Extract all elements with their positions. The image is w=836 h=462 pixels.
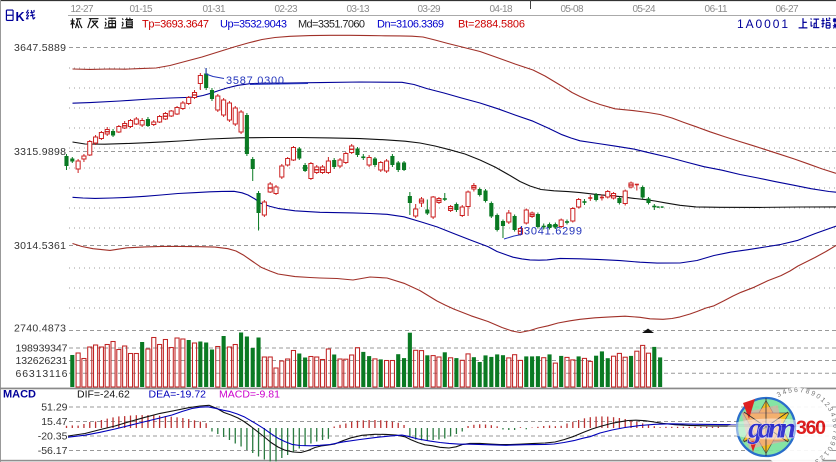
svg-text:3: 3 <box>813 457 820 462</box>
svg-text:0: 0 <box>825 445 833 452</box>
svg-text:Tp=3693.3647: Tp=3693.3647 <box>142 19 209 31</box>
svg-text:gann: gann <box>747 412 796 445</box>
svg-text:2740.4873: 2740.4873 <box>14 323 66 335</box>
svg-text:6: 6 <box>831 424 836 428</box>
svg-text:3014.5361: 3014.5361 <box>14 240 66 252</box>
svg-text:2: 2 <box>818 453 826 461</box>
svg-text:Md=3351.7060: Md=3351.7060 <box>298 19 365 31</box>
svg-text:06-27: 06-27 <box>776 4 799 15</box>
svg-text:3: 3 <box>826 406 834 413</box>
svg-text:3315.9898: 3315.9898 <box>14 146 66 158</box>
svg-text:01-31: 01-31 <box>203 4 226 15</box>
svg-text:5: 5 <box>830 418 836 423</box>
svg-text:03-29: 03-29 <box>418 4 441 15</box>
svg-text:05-24: 05-24 <box>633 4 656 15</box>
svg-text:Bt=2884.5806: Bt=2884.5806 <box>458 19 525 31</box>
svg-text:198939347: 198939347 <box>16 343 68 355</box>
svg-text:Up=3532.9043: Up=3532.9043 <box>220 19 287 31</box>
svg-text:66313116: 66313116 <box>16 368 68 380</box>
svg-text:06-11: 06-11 <box>705 4 728 15</box>
svg-text:7: 7 <box>831 430 836 435</box>
svg-text:2: 2 <box>823 401 831 409</box>
svg-text:MACD=-9.81: MACD=-9.81 <box>219 389 280 401</box>
svg-text:3647.5889: 3647.5889 <box>14 42 66 54</box>
svg-text:3587.0300: 3587.0300 <box>226 75 284 87</box>
svg-text:7: 7 <box>799 387 804 394</box>
svg-text:4: 4 <box>828 412 836 418</box>
svg-text:3: 3 <box>776 391 783 399</box>
svg-text:01-15: 01-15 <box>130 4 153 15</box>
svg-text:DEA=-19.72: DEA=-19.72 <box>149 389 207 401</box>
svg-text:1: 1 <box>822 449 830 457</box>
svg-text:05-08: 05-08 <box>561 4 584 15</box>
svg-text:9: 9 <box>828 440 836 446</box>
svg-text:DIF=-24.62: DIF=-24.62 <box>77 389 130 401</box>
svg-text:360: 360 <box>796 417 826 439</box>
svg-text:132626231: 132626231 <box>16 355 68 367</box>
svg-text:3041.6299: 3041.6299 <box>524 226 582 238</box>
svg-text:51.29: 51.29 <box>41 402 67 414</box>
svg-text:1: 1 <box>819 397 827 405</box>
svg-text:4: 4 <box>809 459 815 462</box>
svg-text:8: 8 <box>805 388 811 396</box>
svg-text:MACD: MACD <box>3 389 36 401</box>
svg-text:4: 4 <box>782 389 788 397</box>
svg-text:02-23: 02-23 <box>275 4 298 15</box>
svg-text:03-13: 03-13 <box>347 4 370 15</box>
svg-text:9: 9 <box>810 390 817 398</box>
svg-text:8: 8 <box>830 435 836 441</box>
svg-text:5: 5 <box>788 387 793 395</box>
svg-text:12-27: 12-27 <box>71 4 94 15</box>
svg-text:-56.17: -56.17 <box>38 445 68 457</box>
svg-text:6: 6 <box>794 387 798 394</box>
svg-text:15.47: 15.47 <box>41 416 67 428</box>
svg-text:04-18: 04-18 <box>490 4 513 15</box>
svg-text:K: K <box>16 10 25 24</box>
svg-text:0: 0 <box>815 393 822 401</box>
svg-text:Dn=3106.3369: Dn=3106.3369 <box>377 19 444 31</box>
svg-text:-20.35: -20.35 <box>38 431 68 443</box>
